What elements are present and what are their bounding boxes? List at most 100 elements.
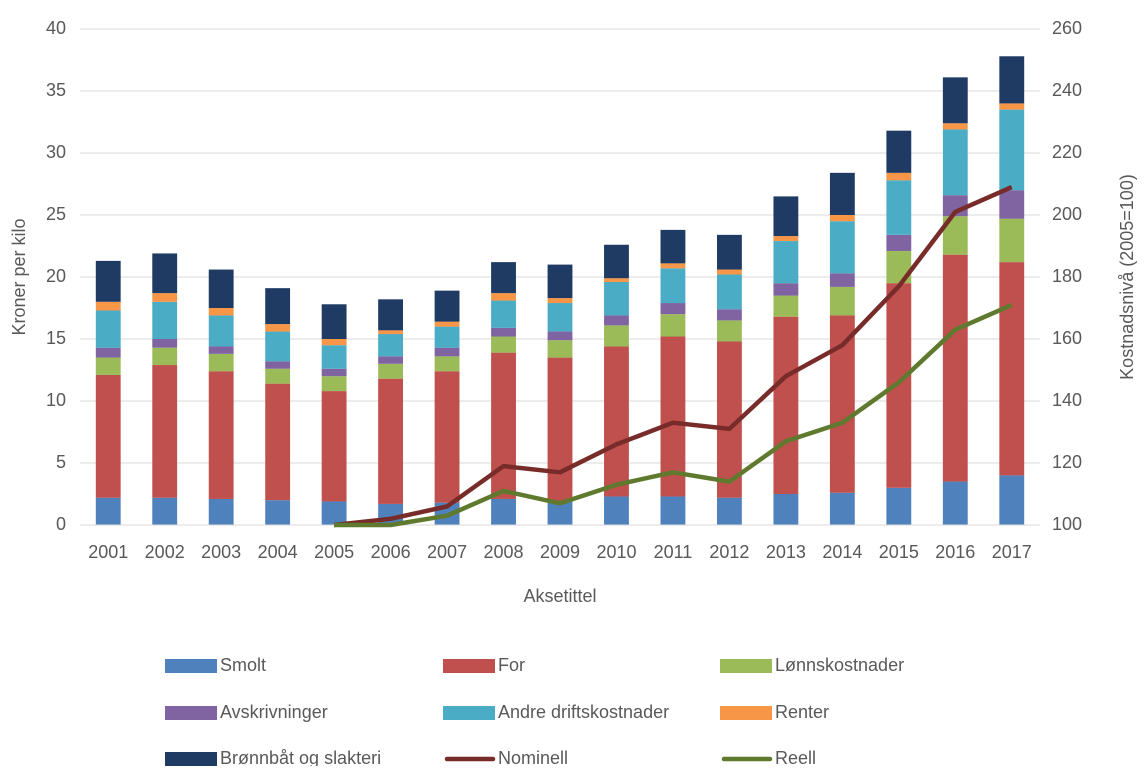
bar-segment (491, 293, 516, 301)
y-tick-label: 0 (56, 514, 66, 534)
bar-segment (660, 263, 686, 269)
legend-label: Brønnbåt og slakteri (220, 748, 381, 766)
x-tick-label: 2012 (709, 542, 749, 562)
bar-segment (95, 374, 121, 498)
bar-segment (152, 365, 178, 498)
bar-segment (152, 347, 178, 366)
x-tick-label: 2004 (258, 542, 298, 562)
y2-tick-label: 180 (1052, 266, 1082, 286)
bar-segment (999, 103, 1025, 110)
bar-segment (829, 273, 855, 287)
bar-segment (942, 123, 968, 130)
bar-segment (378, 334, 404, 357)
bar-segment (491, 498, 516, 525)
bar-segment (378, 330, 404, 335)
y2-tick-label: 120 (1052, 452, 1082, 472)
bar-segment (660, 303, 686, 315)
bar-segment (999, 56, 1025, 104)
y-tick-label: 15 (46, 328, 66, 348)
bar-segment (321, 391, 347, 502)
bar-segment (716, 309, 742, 321)
bar-segment (886, 130, 912, 173)
bar-segment (829, 492, 855, 525)
x-tick-label: 2013 (766, 542, 806, 562)
bar-segment (660, 496, 686, 525)
bar-segment (152, 301, 178, 339)
bar-segment (773, 236, 799, 242)
x-tick-label: 2005 (314, 542, 354, 562)
bar-segment (208, 353, 234, 372)
bar-segment (886, 487, 912, 525)
x-tick-label: 2010 (596, 542, 636, 562)
y2-tick-label: 240 (1052, 80, 1082, 100)
y2-tick-label: 200 (1052, 204, 1082, 224)
bar-segment (321, 345, 347, 369)
legend-swatch (443, 706, 495, 720)
bar-segment (604, 278, 629, 282)
bar-segment (547, 340, 573, 358)
bar-segment (999, 218, 1025, 263)
bar-segment (547, 298, 573, 304)
y-tick-label: 20 (46, 266, 66, 286)
bar-segment (95, 301, 121, 311)
legend-label: Renter (775, 702, 829, 722)
legend-swatch (720, 706, 772, 720)
bar-segment (716, 234, 742, 270)
bar-segment (208, 346, 234, 354)
x-tick-label: 2014 (822, 542, 862, 562)
bar-segment (547, 357, 573, 502)
x-tick-label: 2006 (371, 542, 411, 562)
y-tick-label: 30 (46, 142, 66, 162)
legend-swatch (443, 659, 495, 673)
bar-segment (321, 339, 347, 346)
bar-segment (773, 316, 799, 494)
bar-segment (434, 371, 460, 503)
bar-segment (604, 496, 629, 525)
bar-segment (660, 336, 686, 497)
bar-segment (95, 347, 121, 358)
bar-segment (773, 283, 799, 296)
bar-segment (942, 129, 968, 196)
line-series (333, 185, 1013, 528)
x-tick-label: 2003 (201, 542, 241, 562)
bar-segment (378, 299, 404, 331)
y-tick-label: 25 (46, 204, 66, 224)
bar-segment (829, 215, 855, 222)
bar-segment (604, 281, 629, 316)
bar-segment (321, 304, 347, 339)
y-tick-label: 10 (46, 390, 66, 410)
bar-segment (434, 326, 460, 348)
bar-segment (999, 262, 1025, 476)
bar-segment (208, 315, 234, 347)
bar-segment (491, 300, 516, 328)
legend-swatch (165, 706, 217, 720)
bar-segment (829, 286, 855, 316)
bar-segment (208, 269, 234, 308)
bar-segment (660, 314, 686, 337)
bar-segment (95, 310, 121, 348)
bar-segment (321, 376, 347, 392)
bar-segment (491, 262, 516, 294)
y-tick-label: 35 (46, 80, 66, 100)
bar-segment (716, 497, 742, 525)
x-tick-label: 2016 (935, 542, 975, 562)
x-tick-label: 2015 (879, 542, 919, 562)
bar-segment (265, 324, 291, 332)
bar-segment (434, 321, 460, 327)
legend-label: Andre driftskostnader (498, 702, 669, 722)
legend-swatch (165, 659, 217, 673)
y2-tick-label: 260 (1052, 18, 1082, 38)
bar-segment (716, 274, 742, 310)
bar-segment (773, 241, 799, 284)
bar-segment (208, 371, 234, 499)
legend-label: Lønnskostnader (775, 655, 904, 675)
x-tick-label: 2001 (88, 542, 128, 562)
bar-segment (265, 288, 291, 325)
bar-segment (886, 172, 912, 181)
line-series (334, 302, 1013, 528)
legend-label: Avskrivninger (220, 702, 328, 722)
bar-segment (265, 368, 291, 384)
legend-swatch (165, 752, 217, 766)
bar-segment (604, 244, 629, 279)
bar-segment (152, 497, 178, 525)
